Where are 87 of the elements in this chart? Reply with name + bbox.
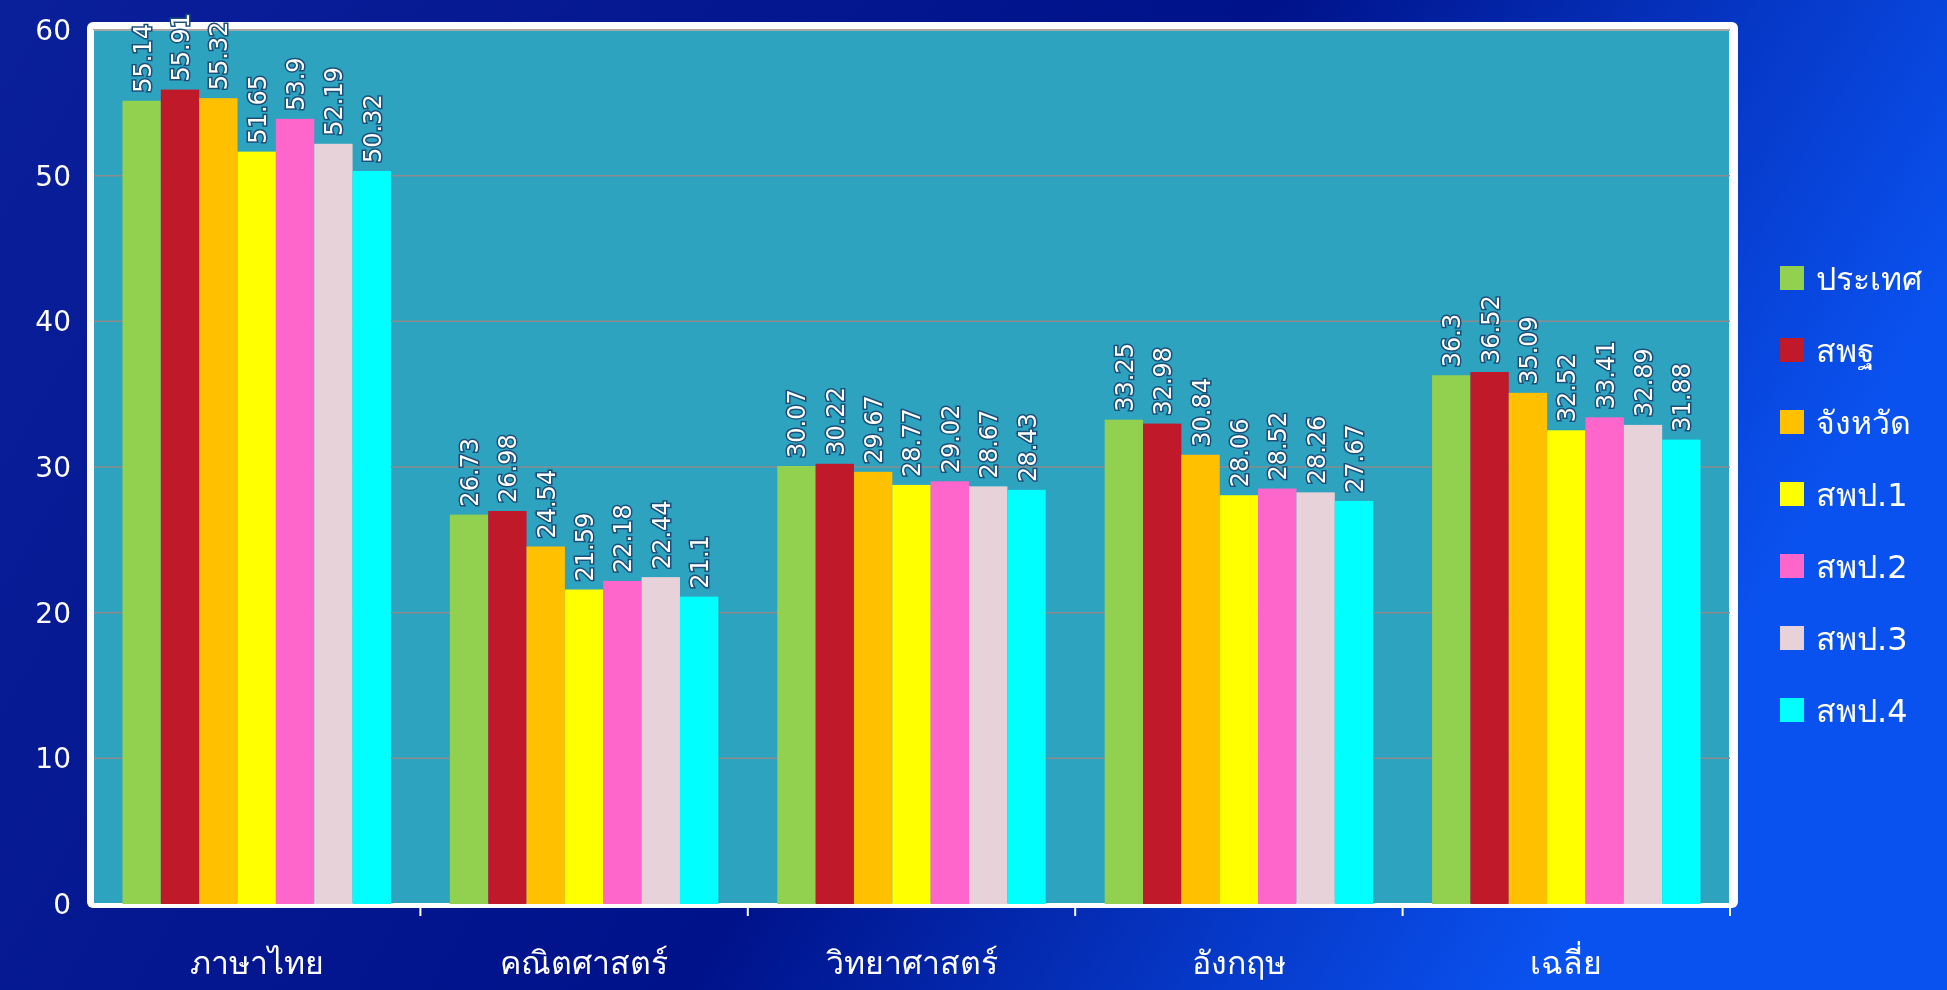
legend-label: สพป.1 bbox=[1816, 476, 1908, 514]
y-tick-label: 30 bbox=[35, 451, 71, 484]
data-label: 53.9 bbox=[282, 57, 311, 111]
y-tick-label: 10 bbox=[35, 742, 71, 776]
bar bbox=[1547, 430, 1586, 904]
bar bbox=[199, 98, 238, 904]
legend-label: สพป.4 bbox=[1816, 692, 1908, 730]
bar bbox=[930, 481, 970, 904]
x-tick-label: ภาษาไทย bbox=[189, 944, 324, 982]
legend-label: จังหวัด bbox=[1816, 404, 1911, 442]
bar bbox=[1104, 419, 1144, 904]
data-label: 29.67 bbox=[860, 395, 889, 464]
x-tick-label: วิทยาศาสตร์ bbox=[825, 944, 998, 982]
data-label: 28.67 bbox=[975, 409, 1004, 479]
data-label: 32.52 bbox=[1553, 353, 1582, 423]
bar bbox=[777, 465, 816, 904]
legend-label: สพป.2 bbox=[1816, 548, 1908, 586]
data-label: 36.3 bbox=[1438, 313, 1467, 368]
bar bbox=[564, 589, 604, 904]
data-label: 30.22 bbox=[821, 387, 850, 456]
bar bbox=[1219, 495, 1259, 904]
bar bbox=[314, 143, 353, 904]
data-label: 55.91 bbox=[166, 12, 195, 82]
bar bbox=[1585, 417, 1624, 904]
data-label: 50.32 bbox=[358, 94, 387, 164]
bar bbox=[449, 514, 489, 904]
data-label: 21.1 bbox=[686, 535, 715, 589]
data-label: 30.07 bbox=[783, 389, 812, 458]
legend-label: ประเทศ bbox=[1816, 260, 1922, 298]
bar bbox=[122, 100, 161, 904]
y-tick-label: 50 bbox=[35, 159, 71, 193]
legend-label: สพฐ bbox=[1816, 332, 1875, 371]
x-tick-label: อังกฤษ bbox=[1191, 944, 1286, 982]
bar bbox=[892, 484, 931, 904]
data-label: 36.52 bbox=[1476, 295, 1505, 365]
bar bbox=[1143, 423, 1182, 904]
data-label: 21.59 bbox=[571, 512, 600, 582]
data-label: 32.98 bbox=[1149, 346, 1178, 416]
data-label: 30.84 bbox=[1187, 378, 1216, 447]
data-label: 52.19 bbox=[320, 67, 349, 136]
data-label: 27.67 bbox=[1340, 424, 1369, 493]
data-label: 31.88 bbox=[1668, 362, 1697, 432]
data-label: 22.18 bbox=[609, 504, 638, 573]
bar bbox=[275, 118, 315, 904]
bar bbox=[237, 151, 276, 904]
data-label: 29.02 bbox=[936, 404, 965, 474]
x-tick-label: เฉลี่ย bbox=[1530, 941, 1603, 982]
bar bbox=[679, 596, 719, 904]
bar bbox=[969, 486, 1008, 904]
data-label: 24.54 bbox=[532, 469, 561, 539]
data-label: 26.73 bbox=[456, 437, 485, 507]
y-tick-label: 0 bbox=[53, 888, 71, 921]
data-label: 35.09 bbox=[1514, 316, 1543, 385]
data-label: 28.26 bbox=[1302, 415, 1331, 485]
bar bbox=[1296, 492, 1335, 904]
data-label: 33.41 bbox=[1591, 340, 1620, 410]
data-label: 28.52 bbox=[1264, 411, 1293, 481]
bar bbox=[603, 580, 642, 904]
bar bbox=[352, 171, 391, 904]
y-tick-label: 60 bbox=[35, 14, 71, 47]
bar bbox=[1470, 372, 1509, 904]
y-tick-label: 20 bbox=[35, 596, 71, 630]
bar bbox=[815, 463, 854, 904]
bar bbox=[1258, 488, 1297, 904]
data-label: 28.77 bbox=[898, 408, 927, 477]
bar bbox=[853, 471, 893, 904]
bar bbox=[1623, 424, 1663, 904]
data-label: 28.06 bbox=[1225, 418, 1254, 488]
data-label: 26.98 bbox=[494, 434, 523, 503]
bar bbox=[526, 546, 565, 904]
data-label: 33.25 bbox=[1110, 342, 1139, 412]
legend-label: สพป.3 bbox=[1816, 620, 1908, 658]
bar bbox=[1432, 375, 1471, 904]
bar bbox=[1508, 392, 1548, 904]
bar bbox=[641, 577, 680, 904]
bar bbox=[1007, 489, 1046, 904]
data-label: 32.89 bbox=[1630, 348, 1659, 417]
bar bbox=[1334, 500, 1374, 904]
data-label: 22.44 bbox=[647, 500, 676, 570]
bar bbox=[1181, 454, 1220, 904]
bar bbox=[1662, 439, 1701, 904]
bar bbox=[160, 89, 200, 904]
data-label: 28.43 bbox=[1013, 413, 1042, 482]
bar bbox=[488, 510, 527, 904]
data-label: 51.65 bbox=[243, 74, 272, 144]
x-tick-label: คณิตศาสตร์ bbox=[500, 944, 669, 982]
y-tick-label: 40 bbox=[35, 305, 71, 339]
